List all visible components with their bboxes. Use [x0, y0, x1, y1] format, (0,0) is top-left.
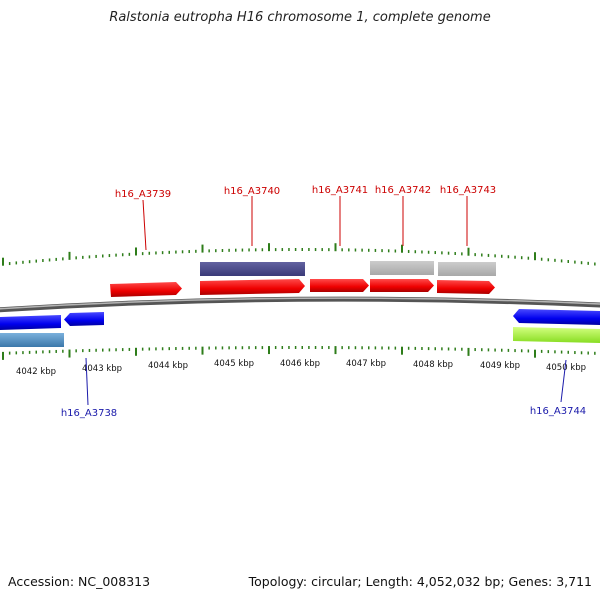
feature-block-grey-1[interactable] — [370, 261, 434, 275]
scale-label-4047: 4047 kbp — [346, 359, 386, 369]
gene-arrow-reverse-left[interactable] — [0, 315, 61, 330]
gene-label-h16-A3743[interactable]: h16_A3743 — [440, 185, 496, 196]
gene-label-h16-A3741[interactable]: h16_A3741 — [312, 185, 368, 196]
leader-h16-A3738 — [85, 357, 89, 406]
genome-summary-text: Topology: circular; Length: 4,052,032 bp… — [248, 574, 592, 589]
upper-tick-row — [2, 243, 596, 266]
scale-labels: 4042 kbp 4043 kbp 4044 kbp 4045 kbp 4046… — [16, 359, 586, 377]
gene-label-h16-A3744[interactable]: h16_A3744 — [530, 406, 586, 417]
scale-label-4049: 4049 kbp — [480, 361, 520, 371]
scale-label-4048: 4048 kbp — [413, 360, 453, 370]
gene-arrow-h16-A3743[interactable] — [437, 280, 495, 294]
leader-h16-A3739 — [142, 199, 147, 251]
scale-label-4043: 4043 kbp — [82, 364, 122, 374]
chromosome-backbone-highlight — [0, 297, 600, 310]
leader-h16-A3744 — [560, 359, 567, 403]
gene-arrow-h16-A3739[interactable] — [110, 282, 182, 297]
gene-arrow-h16-A3738[interactable] — [64, 312, 104, 326]
map-title: Ralstonia eutropha H16 chromosome 1, com… — [109, 10, 491, 25]
feature-block-purple[interactable] — [200, 262, 305, 276]
scale-label-4045: 4045 kbp — [214, 359, 254, 369]
feature-block-lime[interactable] — [513, 327, 600, 343]
gene-label-h16-A3742[interactable]: h16_A3742 — [375, 185, 431, 196]
gene-label-h16-A3740[interactable]: h16_A3740 — [224, 186, 280, 197]
accession-text: Accession: NC_008313 — [8, 574, 151, 589]
gene-arrow-h16-A3742[interactable] — [370, 279, 434, 292]
gene-arrow-h16-A3740[interactable] — [200, 279, 305, 295]
gene-label-h16-A3738[interactable]: h16_A3738 — [61, 408, 117, 419]
gene-arrow-h16-A3741[interactable] — [310, 279, 369, 292]
feature-block-steel[interactable] — [0, 333, 64, 347]
gene-label-h16-A3739[interactable]: h16_A3739 — [115, 189, 171, 200]
scale-label-4042: 4042 kbp — [16, 367, 56, 377]
lower-tick-row — [2, 346, 596, 360]
scale-label-4050: 4050 kbp — [546, 363, 586, 373]
feature-block-grey-2[interactable] — [438, 262, 496, 276]
gene-arrow-h16-A3744[interactable] — [513, 309, 600, 325]
scale-label-4044: 4044 kbp — [148, 361, 188, 371]
chromosome-backbone — [0, 296, 600, 313]
scale-label-4046: 4046 kbp — [280, 359, 320, 369]
